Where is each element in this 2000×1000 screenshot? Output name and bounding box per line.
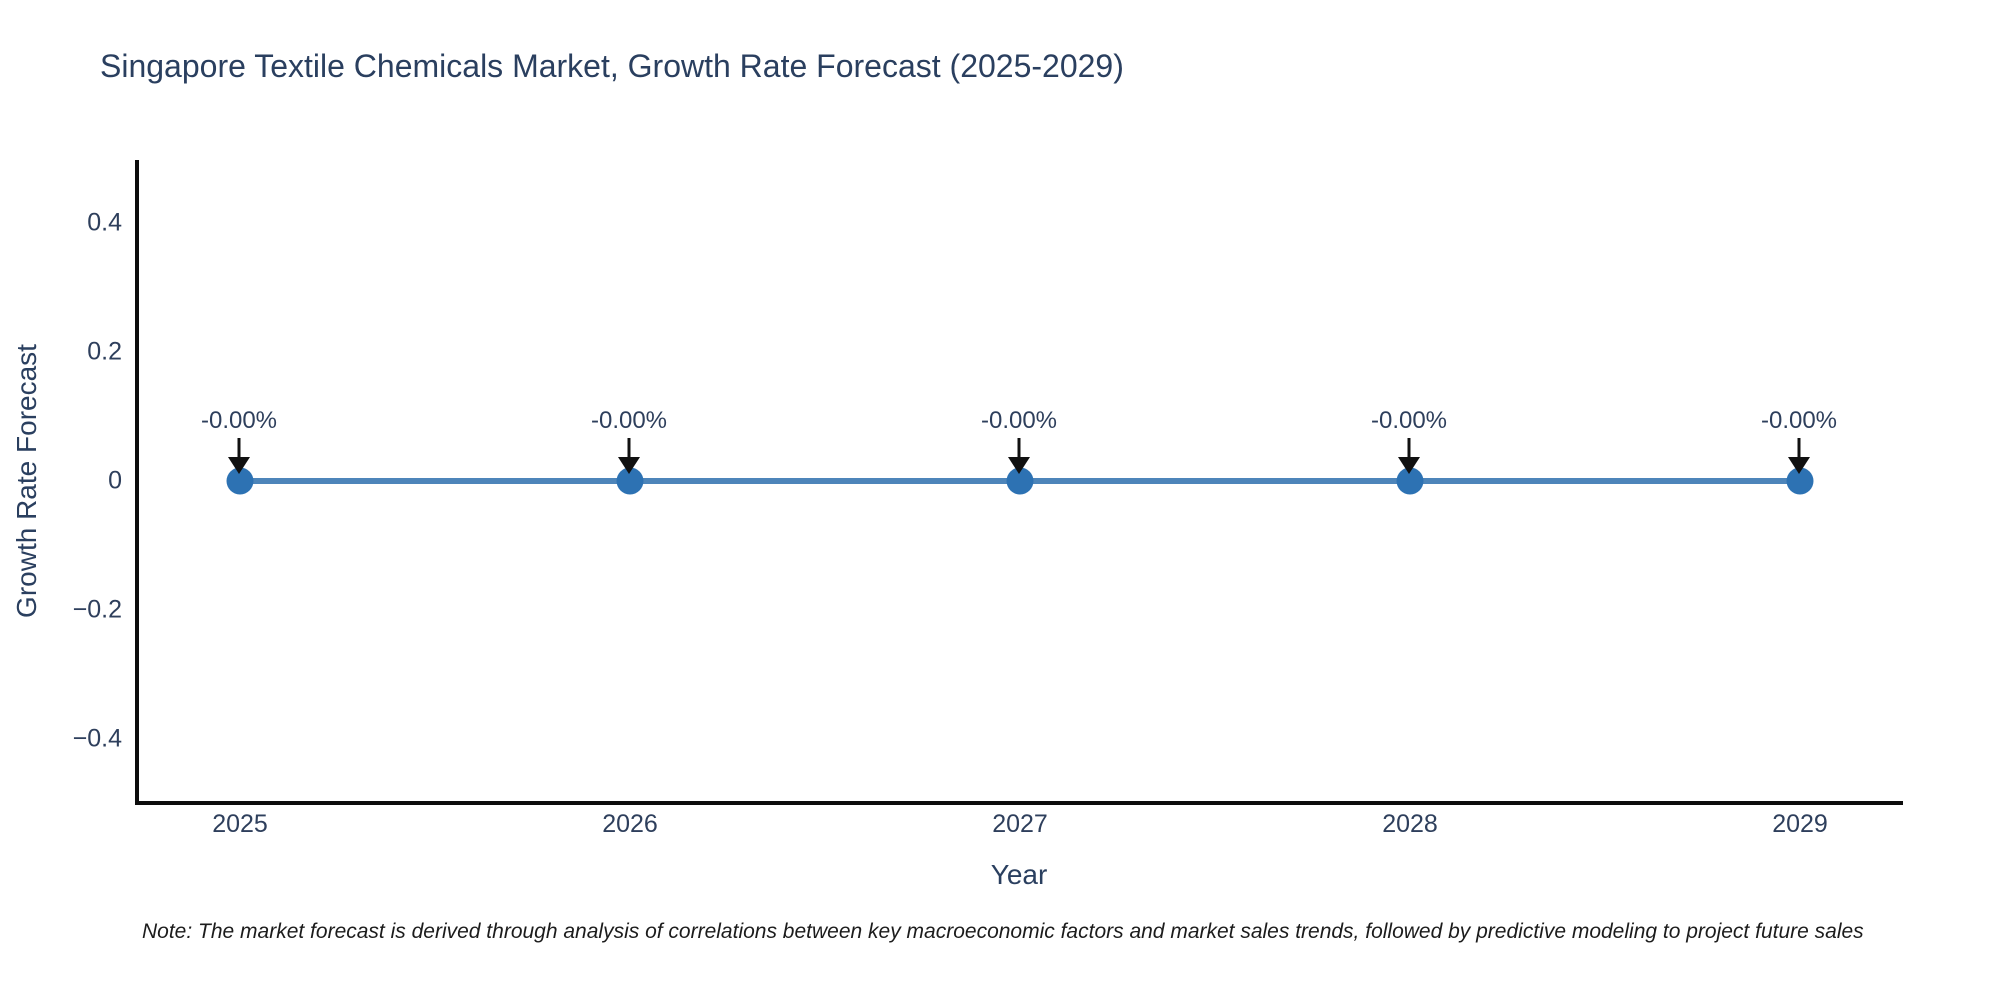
x-tick-label: 2028: [1382, 810, 1438, 838]
x-tick-label: 2027: [992, 810, 1048, 838]
annotation-arrow-shaft: [627, 438, 631, 460]
annotation-arrow-shaft: [1017, 438, 1021, 460]
data-label-2029: -0.00%: [1760, 407, 1838, 434]
x-axis-title: Year: [990, 859, 1048, 890]
y-tick-label: −0.4: [72, 724, 122, 753]
data-label-2025: -0.00%: [200, 407, 278, 434]
y-axis-title: Growth Rate Forecast: [11, 344, 42, 618]
x-axis-line: [135, 801, 1903, 805]
y-tick-label: 0: [108, 466, 122, 495]
y-tick-label: 0.4: [87, 208, 122, 237]
annotation-arrow-shaft: [237, 438, 241, 460]
annotation-arrow-down-icon: [1398, 457, 1420, 474]
data-label-2028: -0.00%: [1370, 407, 1448, 434]
x-tick-label: 2029: [1772, 810, 1828, 838]
footnote: Note: The market forecast is derived thr…: [142, 920, 1864, 943]
data-label-2026: -0.00%: [590, 407, 668, 434]
chart-title: Singapore Textile Chemicals Market, Grow…: [100, 48, 1124, 84]
annotation-arrow-shaft: [1797, 438, 1801, 460]
annotation-arrow-down-icon: [1008, 457, 1030, 474]
x-tick-label: 2026: [602, 810, 658, 838]
y-axis-line: [135, 160, 139, 805]
annotation-arrow-down-icon: [618, 457, 640, 474]
annotation-arrow-down-icon: [1788, 457, 1810, 474]
y-tick-label: 0.2: [87, 337, 122, 366]
annotation-arrow-shaft: [1407, 438, 1411, 460]
annotation-arrow-down-icon: [228, 457, 250, 474]
x-tick-label: 2025: [212, 810, 268, 838]
y-tick-label: −0.2: [72, 595, 122, 624]
data-label-2027: -0.00%: [980, 407, 1058, 434]
